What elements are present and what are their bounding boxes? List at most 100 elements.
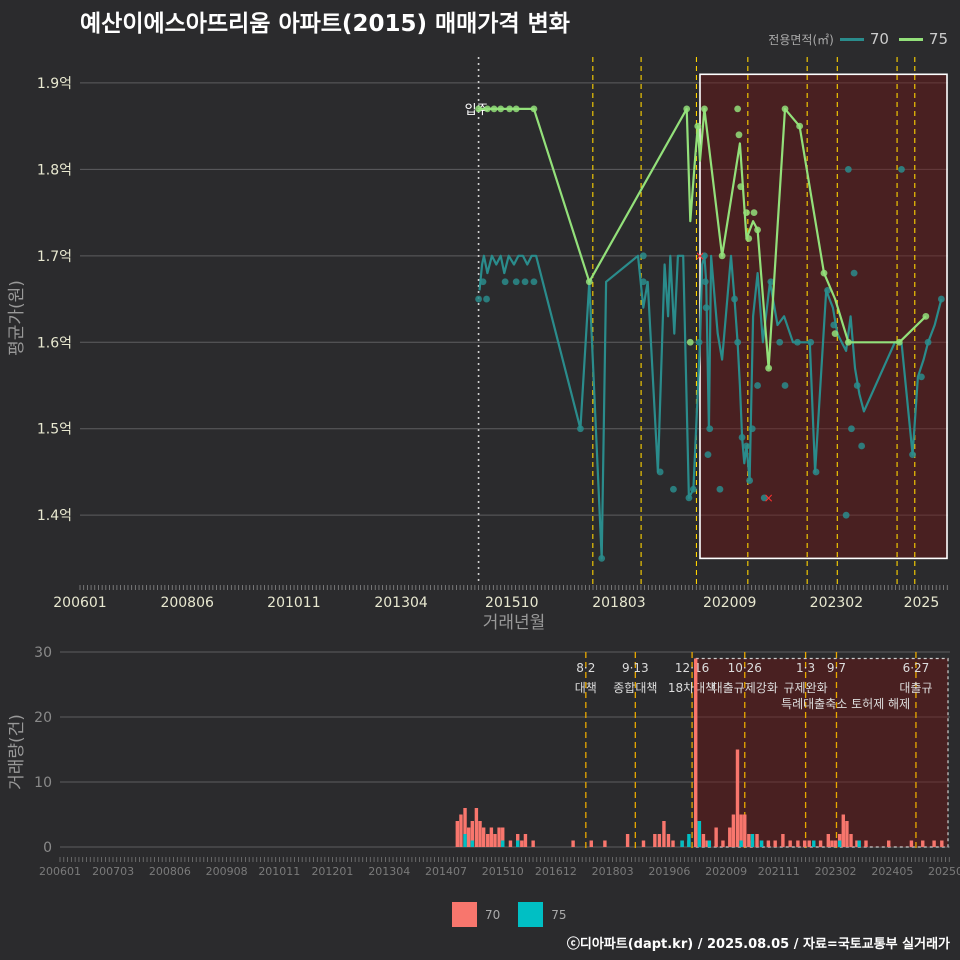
data-point-75 bbox=[683, 105, 691, 113]
legend-bar-swatch-75 bbox=[518, 902, 544, 927]
volume-bar-70 bbox=[489, 827, 494, 847]
volume-bar-75 bbox=[516, 840, 520, 847]
data-point-75 bbox=[743, 209, 750, 217]
data-point-70 bbox=[706, 425, 714, 433]
y-tick-label-3: 1.7억 bbox=[37, 249, 72, 265]
data-point-70 bbox=[598, 554, 606, 562]
data-point-75 bbox=[796, 122, 804, 130]
data-point-70 bbox=[898, 165, 905, 173]
vol-x-tick-label-5: 201201 bbox=[311, 865, 353, 878]
vol-y-tick-label-1: 10 bbox=[34, 775, 52, 791]
vol-x-tick-label-16: 20250 bbox=[928, 865, 960, 878]
volume-bar-70 bbox=[796, 840, 800, 847]
volume-bar-70 bbox=[714, 827, 718, 847]
data-point-70 bbox=[577, 425, 584, 433]
volume-bar-70 bbox=[641, 840, 646, 847]
volume-bar-70 bbox=[463, 808, 467, 847]
data-point-70 bbox=[746, 477, 753, 484]
special-mark-0: × bbox=[695, 249, 705, 263]
data-point-70 bbox=[701, 252, 708, 260]
volume-bar-70 bbox=[466, 827, 471, 847]
data-point-70 bbox=[731, 295, 738, 303]
data-point-75 bbox=[484, 105, 491, 113]
data-point-75 bbox=[895, 338, 903, 346]
y-tick-label-1: 1.5억 bbox=[37, 422, 72, 438]
y-tick-label-4: 1.8억 bbox=[37, 162, 72, 178]
volume-bar-70 bbox=[474, 808, 479, 847]
x-tick-label-6: 202009 bbox=[703, 595, 756, 611]
policy-date-0: 8·2 bbox=[576, 661, 595, 675]
volume-bar-70 bbox=[845, 821, 849, 847]
data-point-70 bbox=[685, 494, 693, 502]
volume-bar-70 bbox=[788, 840, 792, 847]
volume-bar-75 bbox=[739, 840, 743, 847]
x-tick-label-5: 201803 bbox=[592, 595, 645, 611]
policy-label-6: 대출규 bbox=[899, 681, 932, 695]
vol-x-tick-label-12: 202009 bbox=[705, 865, 747, 878]
volume-bar-70 bbox=[508, 840, 513, 847]
volume-bar-75 bbox=[750, 834, 755, 847]
x-axis-title: 거래년월 bbox=[483, 613, 546, 633]
volume-bar-75 bbox=[680, 840, 684, 847]
policy-label-1: 종합대책 bbox=[613, 680, 657, 695]
y-tick-label-5: 1.9억 bbox=[37, 76, 72, 92]
data-point-70 bbox=[754, 382, 761, 389]
volume-bar-75 bbox=[470, 840, 475, 847]
policy-label-3: 대출규제강화 bbox=[712, 681, 778, 695]
volume-bar-75 bbox=[697, 821, 702, 847]
data-point-70 bbox=[695, 338, 703, 346]
data-point-70 bbox=[639, 278, 647, 286]
vol-y-tick-label-3: 30 bbox=[34, 645, 52, 661]
volume-bar-70 bbox=[739, 814, 743, 847]
volume-bar-75 bbox=[812, 840, 816, 847]
data-point-70 bbox=[776, 338, 784, 346]
data-point-70 bbox=[842, 511, 850, 519]
volume-bar-75 bbox=[463, 834, 467, 847]
data-point-70 bbox=[656, 468, 664, 476]
volume-bar-70 bbox=[909, 840, 914, 847]
data-point-70 bbox=[530, 278, 538, 286]
series-line-75 bbox=[478, 107, 927, 370]
data-point-75 bbox=[745, 235, 753, 242]
data-point-70 bbox=[781, 382, 789, 389]
source-caption: ⓒ디아파트(dapt.kr) / 2025.08.05 / 자료=국토교통부 실… bbox=[566, 937, 950, 952]
special-mark-1: × bbox=[764, 491, 774, 505]
data-point-75 bbox=[497, 105, 505, 113]
data-point-75 bbox=[585, 278, 593, 286]
data-point-70 bbox=[937, 295, 945, 303]
legend-label-70: 70 bbox=[869, 30, 889, 48]
volume-bar-70 bbox=[830, 840, 834, 847]
data-point-70 bbox=[794, 338, 801, 346]
data-point-70 bbox=[701, 278, 709, 286]
volume-bar-70 bbox=[589, 840, 593, 847]
volume-bar-70 bbox=[662, 821, 666, 847]
volume-bar-75 bbox=[837, 840, 842, 847]
vol-x-tick-label-11: 201906 bbox=[648, 865, 690, 878]
volume-bar-70 bbox=[755, 834, 759, 847]
vol-x-tick-label-3: 200908 bbox=[206, 865, 248, 878]
volume-bar-70 bbox=[721, 840, 725, 847]
data-point-70 bbox=[702, 304, 710, 312]
volume-bar-75 bbox=[687, 834, 691, 847]
volume-bar-70 bbox=[701, 834, 706, 847]
data-point-70 bbox=[767, 278, 775, 286]
policy-label-0: 대책 bbox=[575, 680, 597, 695]
data-point-75 bbox=[734, 105, 742, 113]
volume-bar-70 bbox=[781, 834, 785, 847]
volume-bar-70 bbox=[802, 840, 807, 847]
vol-y-tick-label-2: 20 bbox=[34, 710, 52, 726]
data-point-70 bbox=[848, 425, 855, 433]
volume-bar-70 bbox=[833, 840, 838, 847]
data-point-70 bbox=[743, 442, 750, 450]
data-point-70 bbox=[475, 295, 482, 303]
x-tick-label-8: 2025 bbox=[904, 595, 940, 611]
data-point-75 bbox=[694, 122, 702, 130]
data-point-75 bbox=[512, 105, 520, 113]
vol-x-tick-label-8: 201510 bbox=[482, 865, 524, 878]
volume-bar-70 bbox=[493, 834, 497, 847]
volume-bar-70 bbox=[705, 840, 709, 847]
data-point-70 bbox=[748, 425, 756, 433]
volume-bar-70 bbox=[743, 814, 747, 847]
volume-bar-75 bbox=[501, 840, 505, 847]
vol-x-tick-label-4: 201011 bbox=[258, 865, 300, 878]
